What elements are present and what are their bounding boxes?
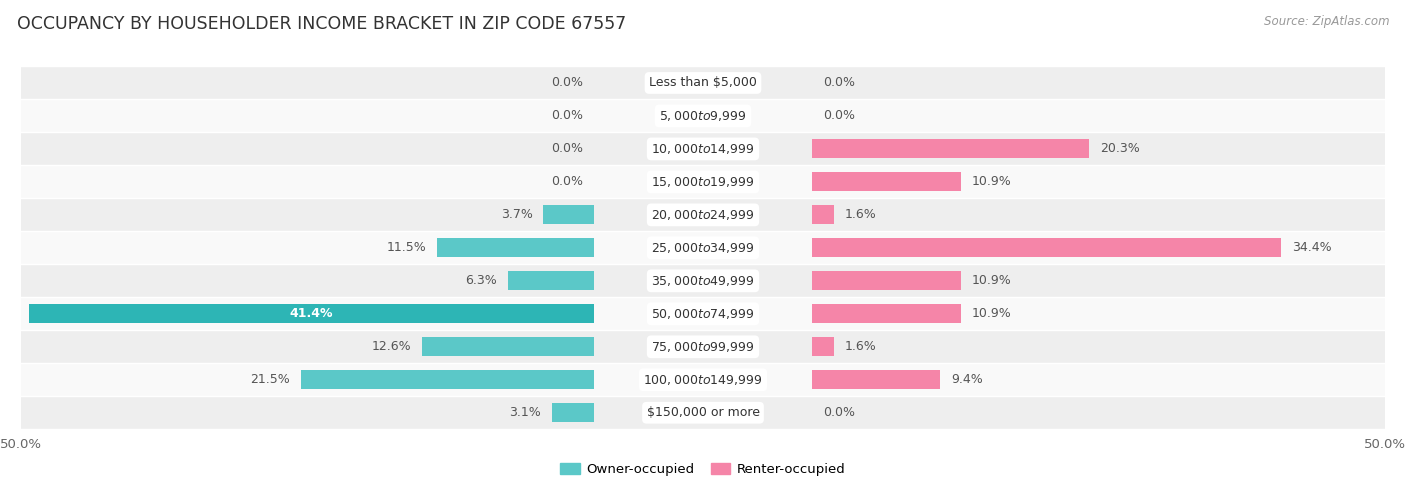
Text: $10,000 to $14,999: $10,000 to $14,999 [651,142,755,156]
Legend: Owner-occupied, Renter-occupied: Owner-occupied, Renter-occupied [555,458,851,481]
Bar [437,238,593,258]
Bar [422,337,593,356]
Text: 20.3%: 20.3% [1099,142,1140,156]
Bar [813,205,834,225]
Text: 0.0%: 0.0% [823,76,855,89]
Text: 3.1%: 3.1% [509,406,541,419]
Bar [21,100,1385,132]
Text: 10.9%: 10.9% [972,307,1011,320]
Text: OCCUPANCY BY HOUSEHOLDER INCOME BRACKET IN ZIP CODE 67557: OCCUPANCY BY HOUSEHOLDER INCOME BRACKET … [17,15,626,33]
Bar [21,198,1385,231]
Text: $5,000 to $9,999: $5,000 to $9,999 [659,109,747,123]
Bar [813,173,960,191]
Text: 12.6%: 12.6% [371,340,411,353]
Bar [21,297,1385,330]
Bar [21,231,1385,264]
Text: Source: ZipAtlas.com: Source: ZipAtlas.com [1264,15,1389,28]
Text: 11.5%: 11.5% [387,242,426,254]
Text: 0.0%: 0.0% [551,76,583,89]
Text: Less than $5,000: Less than $5,000 [650,76,756,89]
Bar [21,330,1385,364]
Text: 0.0%: 0.0% [551,109,583,122]
Bar [813,337,834,356]
Text: $50,000 to $74,999: $50,000 to $74,999 [651,307,755,321]
Text: $35,000 to $49,999: $35,000 to $49,999 [651,274,755,288]
Bar [21,67,1385,100]
Bar [544,205,593,225]
Bar [21,396,1385,429]
Text: $75,000 to $99,999: $75,000 to $99,999 [651,340,755,354]
Text: $150,000 or more: $150,000 or more [647,406,759,419]
Bar [21,165,1385,198]
Text: 0.0%: 0.0% [551,175,583,189]
Bar [301,370,593,389]
Text: 3.7%: 3.7% [501,208,533,222]
Bar [21,132,1385,165]
Text: 41.4%: 41.4% [290,307,333,320]
Bar [30,304,593,323]
Text: 0.0%: 0.0% [823,406,855,419]
Text: 21.5%: 21.5% [250,373,290,386]
Bar [813,304,960,323]
Text: $15,000 to $19,999: $15,000 to $19,999 [651,175,755,189]
Bar [508,271,593,291]
Text: $20,000 to $24,999: $20,000 to $24,999 [651,208,755,222]
Bar [21,364,1385,396]
Text: 1.6%: 1.6% [845,208,876,222]
Text: 10.9%: 10.9% [972,274,1011,287]
Text: 10.9%: 10.9% [972,175,1011,189]
Text: 34.4%: 34.4% [1292,242,1331,254]
Text: 0.0%: 0.0% [551,142,583,156]
Bar [813,139,1090,158]
Text: 6.3%: 6.3% [465,274,498,287]
Text: $100,000 to $149,999: $100,000 to $149,999 [644,373,762,387]
Bar [813,370,941,389]
Bar [551,403,593,422]
Bar [813,271,960,291]
Bar [21,264,1385,297]
Text: 9.4%: 9.4% [952,373,983,386]
Text: $25,000 to $34,999: $25,000 to $34,999 [651,241,755,255]
Text: 1.6%: 1.6% [845,340,876,353]
Bar [813,238,1281,258]
Text: 0.0%: 0.0% [823,109,855,122]
